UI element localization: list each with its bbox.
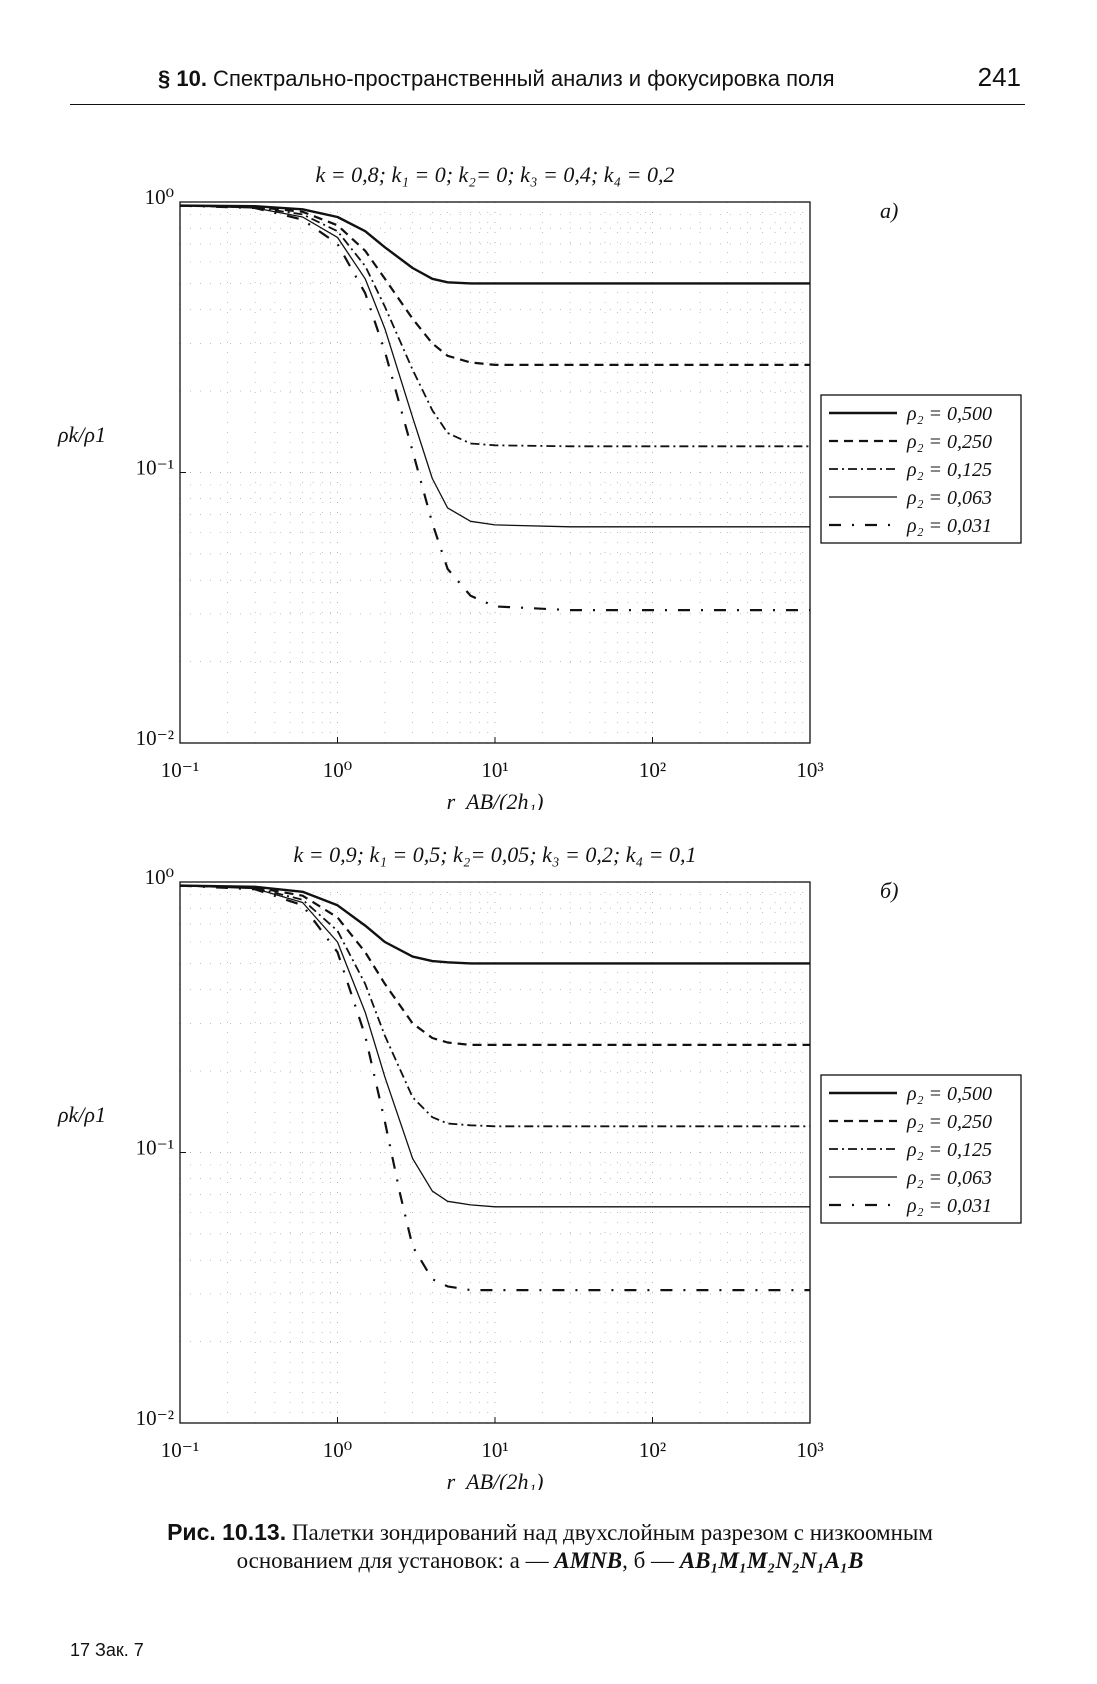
grid [180,202,810,743]
panel-label: а) [880,198,898,223]
caption-line-2: основанием для установок: а — AMNB, б — … [90,1547,1010,1575]
chart-title: k = 0,9; k₁ = 0,5; k₂= 0,05; k₃ = 0,2; k… [294,842,697,867]
caption-label: Рис. 10.13. [167,1519,287,1545]
x-axis-label: r_AB/(2h₁) [447,1469,544,1490]
caption-line-1: Рис. 10.13. Палетки зондирований над дву… [90,1518,1010,1547]
legend-label-2: ρ₂ = 0,250 [906,1111,992,1133]
y-tick-label: 10⁻² [136,726,174,750]
printer-signature: 17 Зак. 7 [70,1640,144,1660]
series-line-5 [179,884,810,1292]
legend-label-4: ρ₂ = 0,063 [906,1167,992,1189]
x-tick-label: 10⁻¹ [161,1438,199,1462]
series-line-2 [179,884,810,1046]
x-tick-label: 10¹ [481,1438,508,1462]
chart-panel-b: k = 0,9; k₁ = 0,5; k₂= 0,05; k₃ = 0,2; k… [57,842,1022,1490]
y-axis-label: ρk/ρ1 [57,1102,106,1127]
x-tick-label: 10² [639,758,666,782]
x-tick-label: 10⁻¹ [161,758,199,782]
grid [180,882,810,1423]
legend-label-1: ρ₂ = 0,500 [906,403,992,425]
x-axis-label: r_AB/(2h₁) [447,789,544,810]
series-line-1 [179,884,810,965]
chart-title: k = 0,8; k₁ = 0; k₂= 0; k₃ = 0,4; k₄ = 0… [316,162,675,187]
caption-text-1: Палетки зондирований над двухслойным раз… [286,1520,933,1545]
legend-label-1: ρ₂ = 0,500 [906,1083,992,1105]
x-tick-label: 10³ [796,758,823,782]
x-tick-label: 10² [639,1438,666,1462]
running-head: § 10. Спектрально-пространственный анали… [70,62,1025,105]
y-tick-label: 10⁰ [145,865,174,889]
figure-caption: Рис. 10.13. Палетки зондирований над дву… [90,1518,1010,1575]
series-line-4 [179,884,810,1208]
x-tick-label: 10³ [796,1438,823,1462]
y-axis-label: ρk/ρ1 [57,422,106,447]
series-line-5 [179,204,810,612]
series-line-3 [179,204,810,448]
x-tick-label: 10¹ [481,758,508,782]
y-tick-label: 10⁻² [136,1406,174,1430]
section-number: § 10. [158,66,207,91]
caption-text-2: основанием для установок: [236,1548,510,1573]
caption-formula-a: AMNB [554,1548,623,1573]
y-tick-label: 10⁻¹ [136,456,174,480]
series-line-4 [179,204,810,528]
page-number: 241 [977,62,1021,92]
legend: ρ₂ = 0,500 ρ₂ = 0,250 ρ₂ = 0,125 ρ₂ = 0,063… [820,394,1022,544]
series-line-2 [179,204,810,366]
series-line-1 [179,204,810,285]
legend-label-3: ρ₂ = 0,125 [906,1139,992,1161]
legend-label-4: ρ₂ = 0,063 [906,487,992,509]
caption-separator: , б — [622,1548,680,1573]
x-tick-label: 10⁰ [323,758,352,782]
caption-formula-b: AB₁M₁M₂N₂N₁A₁B [679,1548,864,1573]
y-tick-label: 10⁻¹ [136,1136,174,1160]
legend-label-3: ρ₂ = 0,125 [906,459,992,481]
chart-panel-a: k = 0,8; k₁ = 0; k₂= 0; k₃ = 0,4; k₄ = 0… [57,162,1022,810]
x-tick-label: 10⁰ [323,1438,352,1462]
legend-label-5: ρ₂ = 0,031 [906,1195,992,1217]
series-line-3 [179,884,810,1128]
caption-item-a: а — [509,1548,555,1573]
section-title-text: Спектрально-пространственный анализ и фо… [206,66,835,91]
legend-label-2: ρ₂ = 0,250 [906,431,992,453]
legend: ρ₂ = 0,500 ρ₂ = 0,250 ρ₂ = 0,125 ρ₂ = 0,063… [820,1074,1022,1224]
legend-label-5: ρ₂ = 0,031 [906,515,992,537]
y-tick-label: 10⁰ [145,185,174,209]
panel-label: б) [880,878,898,903]
section-title: § 10. Спектрально-пространственный анали… [158,66,835,92]
